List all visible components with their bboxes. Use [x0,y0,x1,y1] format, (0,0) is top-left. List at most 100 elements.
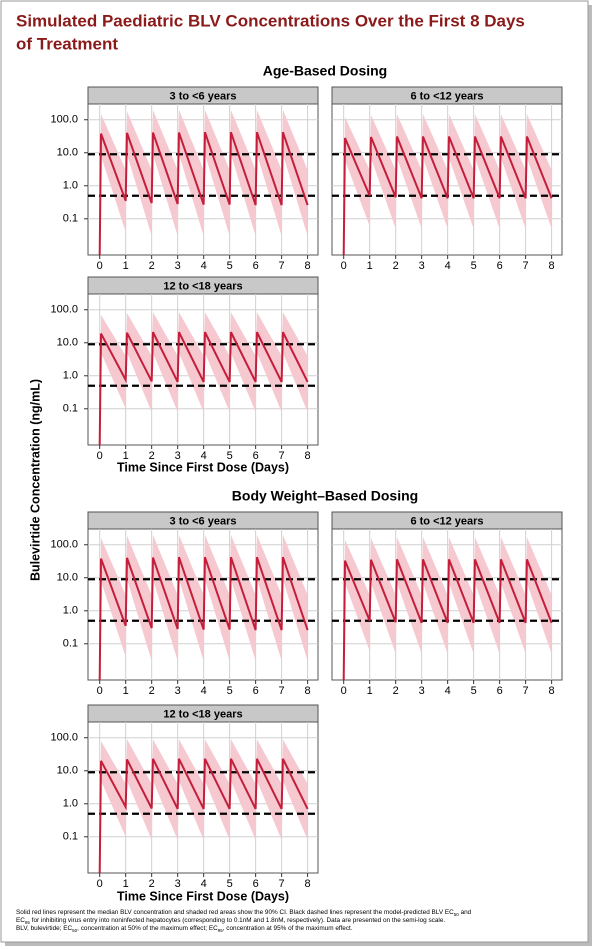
x-tick-label: 2 [393,260,399,272]
x-tick-label: 2 [149,685,155,697]
median-line [98,131,309,256]
panel-title: 12 to <18 years [163,280,242,292]
panel-title: 3 to <6 years [170,90,237,102]
y-tick-label: 0.1 [63,213,78,225]
median-line [98,758,309,874]
x-tick-label: 7 [279,450,285,462]
subscript: 95 [218,928,224,933]
section-title: Age-Based Dosing [263,63,387,79]
y-tick-label: 100.0 [50,732,78,744]
x-tick-label: 5 [471,260,477,272]
x-tick-label: 3 [175,450,181,462]
section-title: Body Weight–Based Dosing [232,488,418,504]
x-tick-label: 3 [175,260,181,272]
x-tick-label: 1 [367,260,373,272]
x-tick-label: 7 [279,260,285,272]
y-tick-label: 0.1 [63,638,78,650]
x-tick-label: 2 [149,450,155,462]
x-tick-label: 1 [123,450,129,462]
footnote-line: Solid red lines represent the median BLV… [16,909,472,917]
median-line [98,556,309,681]
footnote-text: and [459,909,472,916]
y-tick-label: 1.0 [63,798,78,810]
x-tick-label: 5 [227,450,233,462]
x-tick-label: 8 [549,685,555,697]
x-tick-label: 1 [123,878,129,890]
median-line [342,136,553,256]
x-tick-label: 6 [253,878,259,890]
x-tick-label: 3 [419,260,425,272]
x-tick-label: 8 [305,260,311,272]
footnote-line: BLV, bulevirtide; EC50, concentration at… [16,925,353,933]
title-line: Simulated Paediatric BLV Concentrations … [16,11,525,30]
x-tick-label: 0 [97,685,103,697]
panel: 12 to <18 years 0.1 1.0 10.0 100.0 0 1 2 3 4 5 6 7 8 [50,276,319,462]
median-line [98,331,309,446]
subscript: 50 [454,912,460,917]
x-tick-label: 0 [97,878,103,890]
x-tick-label: 7 [279,878,285,890]
median-line [342,559,553,681]
panel-title: 12 to <18 years [163,708,242,720]
footnote-line: EC95 for inhibiting virus entry into non… [16,917,445,925]
title-line: of Treatment [16,34,118,53]
x-tick-label: 2 [149,260,155,272]
x-tick-label: 7 [523,260,529,272]
x-tick-label: 0 [97,260,103,272]
x-axis-label: Time Since First Dose (Days) [117,889,289,903]
x-tick-label: 4 [201,878,207,890]
x-tick-label: 5 [471,685,477,697]
y-tick-label: 10.0 [57,147,78,159]
footnote-text: , concentration at 50% of the maximum ef… [77,925,218,932]
x-tick-label: 2 [393,685,399,697]
subscript: 95 [25,920,31,925]
y-tick-label: 100.0 [50,304,78,316]
y-axis-label: Bulevirtide Concentration (ng/mL) [28,379,42,581]
x-tick-label: 4 [445,685,451,697]
footnote-text: EC [16,917,25,924]
x-tick-label: 5 [227,260,233,272]
x-tick-label: 4 [201,450,207,462]
panel-title: 6 to <12 years [410,515,483,527]
y-tick-label: 100.0 [50,114,78,126]
panel: 6 to <12 years 0 1 2 3 4 5 6 7 8 [331,86,563,272]
panel: 12 to <18 years 0.1 1.0 10.0 100.0 0 1 2 3 4 5 6 7 8 [50,704,319,890]
x-tick-label: 3 [175,878,181,890]
x-tick-label: 0 [341,685,347,697]
x-tick-label: 6 [253,450,259,462]
x-axis-label: Time Since First Dose (Days) [117,460,289,474]
y-tick-label: 10.0 [57,337,78,349]
panel-title: 6 to <12 years [410,90,483,102]
x-tick-label: 8 [305,878,311,890]
x-tick-label: 8 [305,685,311,697]
panel: 3 to <6 years 0.1 1.0 10.0 100.0 0 1 2 3 4 5 6 7 8 [50,511,319,697]
x-tick-label: 6 [497,685,503,697]
x-tick-label: 6 [497,260,503,272]
x-tick-label: 7 [523,685,529,697]
x-tick-label: 3 [175,685,181,697]
footnote-text: Solid red lines represent the median BLV… [16,909,454,916]
x-tick-label: 4 [445,260,451,272]
panel: 6 to <12 years 0 1 2 3 4 5 6 7 8 [331,511,563,697]
x-tick-label: 1 [123,260,129,272]
x-tick-label: 5 [227,685,233,697]
y-tick-label: 10.0 [57,572,78,584]
panel: 3 to <6 years 0.1 1.0 10.0 100.0 0 1 2 3 4 5 6 7 8 [50,86,319,272]
y-tick-label: 1.0 [63,180,78,192]
x-tick-label: 1 [123,685,129,697]
y-tick-label: 0.1 [63,831,78,843]
x-tick-label: 4 [201,260,207,272]
x-tick-label: 7 [279,685,285,697]
x-tick-label: 8 [549,260,555,272]
x-tick-label: 6 [253,685,259,697]
x-tick-label: 1 [367,685,373,697]
footnote-text: , concentration at 95% of the maximum ef… [223,925,353,932]
subscript: 50 [72,928,78,933]
x-tick-label: 6 [253,260,259,272]
x-tick-label: 0 [97,450,103,462]
y-tick-label: 0.1 [63,403,78,415]
footnote-text: BLV, bulevirtide; EC [16,925,73,932]
x-tick-label: 8 [305,450,311,462]
y-tick-label: 1.0 [63,605,78,617]
